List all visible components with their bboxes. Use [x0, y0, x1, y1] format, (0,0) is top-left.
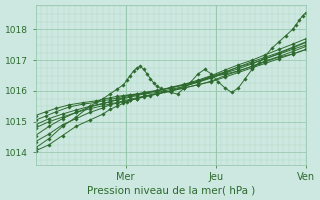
X-axis label: Pression niveau de la mer( hPa ): Pression niveau de la mer( hPa )	[87, 185, 255, 195]
